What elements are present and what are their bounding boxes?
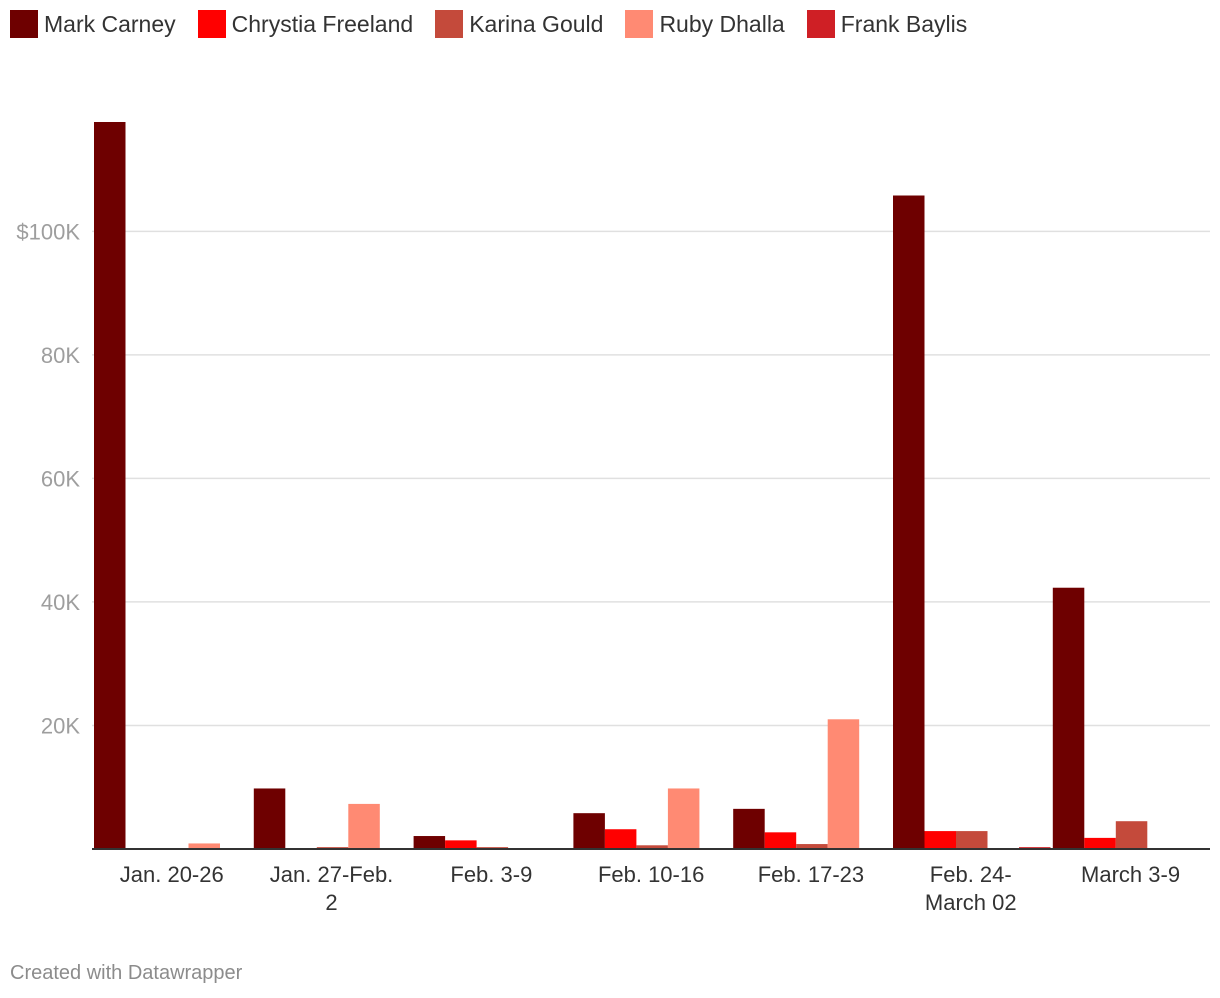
legend-label: Mark Carney [44,10,176,37]
y-tick-label: $100K [16,219,80,244]
bar [893,195,925,849]
bar [573,813,605,849]
legend-label: Karina Gould [469,10,604,37]
legend-item: Mark Carney [10,10,176,38]
bar [253,788,286,849]
legend-swatch [806,10,835,38]
legend-swatch [197,10,226,38]
legend-swatch [625,10,654,38]
x-tick-label: Feb. 3-9 [450,862,532,887]
legend-item: Frank Baylis [806,10,968,38]
chart-legend: Mark Carney Chrystia Freeland Karina Gould… [10,10,989,38]
x-tick-label: March 3-9 [1081,862,1180,887]
bar [924,831,956,849]
legend-label: Chrystia Freeland [231,10,414,37]
bar [764,832,797,849]
bar [604,829,637,849]
bar [733,808,765,849]
x-tick-label: Feb. 17-23 [758,862,864,887]
legend-swatch [10,10,38,38]
y-tick-label: 80K [41,343,80,368]
bar [445,840,477,849]
y-tick-label: 40K [41,590,80,615]
x-tick-label: Feb. 24- [930,862,1012,887]
x-tick-label: Jan. 20-26 [120,862,224,887]
x-tick-label: Jan. 27-Feb. [270,862,394,887]
bar [667,788,700,849]
y-tick-label: 20K [41,713,80,738]
bar [348,803,380,849]
y-tick-label: 60K [41,466,80,491]
x-tick-label: Feb. 10-16 [598,862,704,887]
x-tick-label: 2 [325,890,337,915]
bar [413,836,446,849]
bar [1052,587,1085,849]
bar [94,122,126,849]
footer-credit: Created with Datawrapper [10,962,243,984]
bar [956,831,988,849]
legend-item: Karina Gould [435,10,603,38]
legend-item: Ruby Dhalla [625,10,785,38]
legend-label: Frank Baylis [840,10,968,37]
bar [636,845,668,849]
bar [796,844,828,849]
bar [1115,821,1148,849]
x-tick-label: March 02 [925,890,1017,915]
legend-label: Ruby Dhalla [659,10,785,37]
bar [827,719,860,849]
legend-item: Chrystia Freeland [197,10,414,38]
bar [188,843,220,849]
bar [1084,837,1116,849]
legend-swatch [435,10,464,38]
